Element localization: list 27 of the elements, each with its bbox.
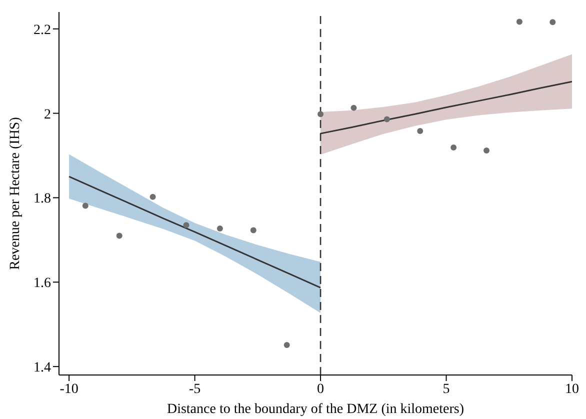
point: [216, 226, 223, 232]
point: [450, 144, 457, 150]
point: [183, 222, 190, 228]
point: [516, 18, 522, 25]
y-axis-title: Revenue per Hectare (IHS): [8, 116, 23, 270]
x-tick-label: -5: [188, 382, 201, 397]
x-tick-label: 10: [565, 382, 579, 397]
point: [384, 116, 390, 122]
point: [250, 227, 256, 234]
y-tick-label: 1.8: [34, 192, 51, 207]
x-tick-label: 0: [317, 382, 324, 397]
point: [82, 202, 88, 209]
x-tick-label: -10: [60, 382, 78, 397]
point: [116, 232, 122, 239]
point: [417, 128, 424, 134]
point: [550, 19, 556, 26]
y-tick-label: 1.6: [34, 276, 51, 292]
point: [484, 147, 490, 154]
y-tick-label: 1.4: [34, 360, 51, 376]
x-axis-title: Distance to the boundary of the DMZ (in kilometers): [166, 402, 464, 417]
y-tick-label: 2: [44, 107, 51, 122]
point: [150, 194, 156, 200]
y-tick-label: 2.2: [34, 22, 51, 38]
point: [318, 111, 324, 118]
x-tick-label: 5: [442, 382, 450, 397]
point: [284, 342, 290, 348]
point: [350, 104, 357, 111]
